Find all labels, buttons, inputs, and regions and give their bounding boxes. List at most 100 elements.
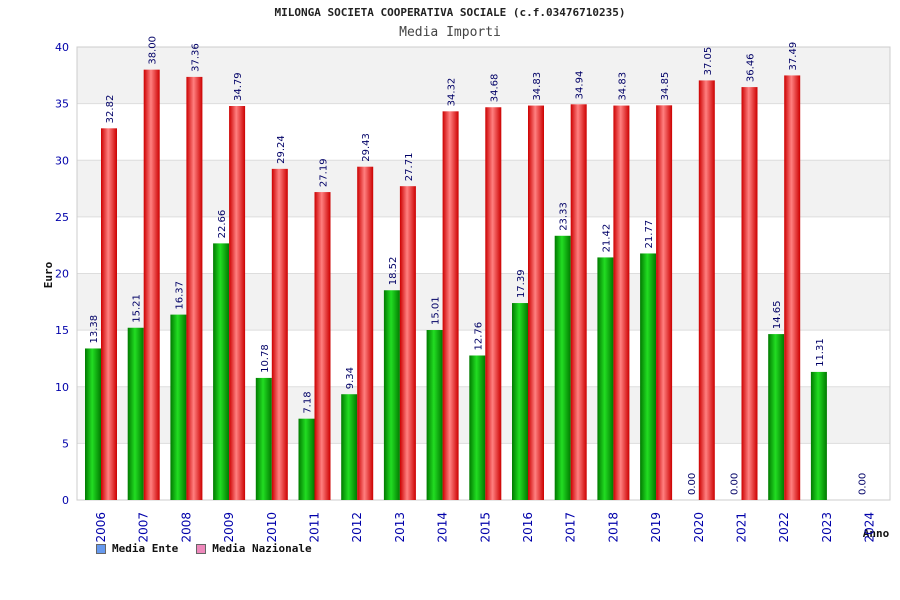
legend-item-nazionale: Media Nazionale [196,542,312,555]
y-axis-label: Euro [42,261,55,288]
bar-media-ente [127,327,144,500]
x-tick-label: 2009 [222,512,236,543]
bar-media-nazionale [784,75,801,500]
x-tick-label: 2010 [265,512,279,543]
data-label: 27.71 [404,153,415,182]
bar-media-nazionale [570,104,587,500]
bar-media-ente [383,290,400,500]
data-label: 17.39 [516,269,527,298]
x-tick-label: 2019 [649,512,663,543]
y-tick-label: 30 [55,154,69,167]
bar-media-nazionale [271,168,288,500]
bar-media-ente [255,377,272,500]
data-label: 37.05 [703,47,714,76]
data-label: 0.00 [858,473,869,495]
x-tick-label: 2012 [350,512,364,543]
x-tick-label: 2024 [863,512,877,543]
data-label: 34.79 [233,72,244,101]
bar-media-ente [810,371,827,500]
x-tick-label: 2016 [521,512,535,543]
legend-swatch-nazionale [196,543,207,554]
data-label: 34.83 [532,72,543,101]
x-tick-label: 2023 [820,512,834,543]
y-tick-label: 25 [55,211,69,224]
x-tick-label: 2006 [94,512,108,543]
data-label: 34.85 [660,72,671,101]
y-tick-label: 10 [55,381,69,394]
bar-media-nazionale [613,105,630,501]
data-label: 13.38 [89,315,100,344]
y-tick-label: 0 [62,494,69,507]
data-label: 11.31 [815,338,826,367]
x-tick-label: 2017 [564,512,578,543]
bar-media-ente [85,348,101,500]
bar-media-ente [213,243,230,501]
data-label: 34.68 [489,74,500,103]
data-label: 29.24 [276,135,287,164]
bar-media-nazionale [528,105,544,501]
y-tick-label: 40 [55,41,69,54]
chart-subtitle: Media Importi [399,25,501,40]
bar-media-ente [298,418,315,500]
chart-legend: Media Ente Media Nazionale [96,542,312,555]
data-label: 14.65 [772,300,783,329]
x-tick-label: 2008 [179,512,193,543]
bar-media-ente [170,314,187,500]
x-tick-label: 2013 [393,512,407,543]
y-tick-label: 15 [55,324,69,337]
x-axis-label: Anno [863,527,890,540]
bar-media-nazionale [442,111,459,501]
y-tick-label: 35 [55,98,69,111]
bar-media-nazionale [656,105,673,500]
bar-media-ente [554,235,571,500]
bar-media-ente [341,394,358,500]
data-label: 32.82 [105,95,116,124]
x-tick-label: 2007 [137,512,151,543]
y-tick-label: 20 [55,268,69,281]
data-label: 21.42 [601,224,612,253]
data-label: 38.00 [148,36,159,65]
x-tick-label: 2018 [606,512,620,543]
bar-media-nazionale [143,69,160,501]
data-label: 15.21 [132,294,143,323]
x-tick-label: 2021 [735,512,749,543]
data-label: 37.36 [190,43,201,72]
data-label: 36.46 [746,53,757,82]
legend-label-ente: Media Ente [112,542,179,555]
data-label: 0.00 [730,473,741,495]
bar-media-nazionale [485,107,502,501]
legend-label-nazionale: Media Nazionale [212,542,312,555]
data-label: 0.00 [687,473,698,495]
x-tick-label: 2014 [436,512,450,543]
bar-media-nazionale [314,192,331,501]
data-label: 34.94 [575,71,586,100]
bar-media-ente [640,253,657,500]
bar-media-ente [597,257,614,500]
data-label: 18.52 [388,257,399,286]
x-tick-label: 2015 [478,512,492,543]
data-label: 21.77 [644,220,655,249]
data-label: 16.37 [174,281,185,310]
y-tick-label: 5 [62,437,69,450]
x-tick-label: 2020 [692,512,706,543]
bar-media-ente [469,355,486,500]
x-tick-label: 2011 [308,512,322,543]
data-label: 10.78 [260,344,271,373]
bar-media-nazionale [399,186,416,500]
x-tick-label: 2022 [777,512,791,543]
bar-media-nazionale [357,166,374,500]
legend-item-ente: Media Ente [96,542,178,555]
bar-media-ente [426,330,443,500]
data-label: 34.32 [447,78,458,107]
bar-media-nazionale [229,106,246,501]
bar-media-nazionale [741,87,758,500]
data-label: 29.43 [361,133,372,162]
data-label: 7.18 [303,391,314,413]
data-label: 12.76 [473,322,484,351]
bar-media-ente [768,334,785,500]
data-label: 15.01 [431,296,442,325]
bar-media-ente [512,303,528,500]
bar-media-nazionale [101,128,117,500]
chart-title: MILONGA SOCIETA COOPERATIVA SOCIALE (c.f… [274,6,626,19]
